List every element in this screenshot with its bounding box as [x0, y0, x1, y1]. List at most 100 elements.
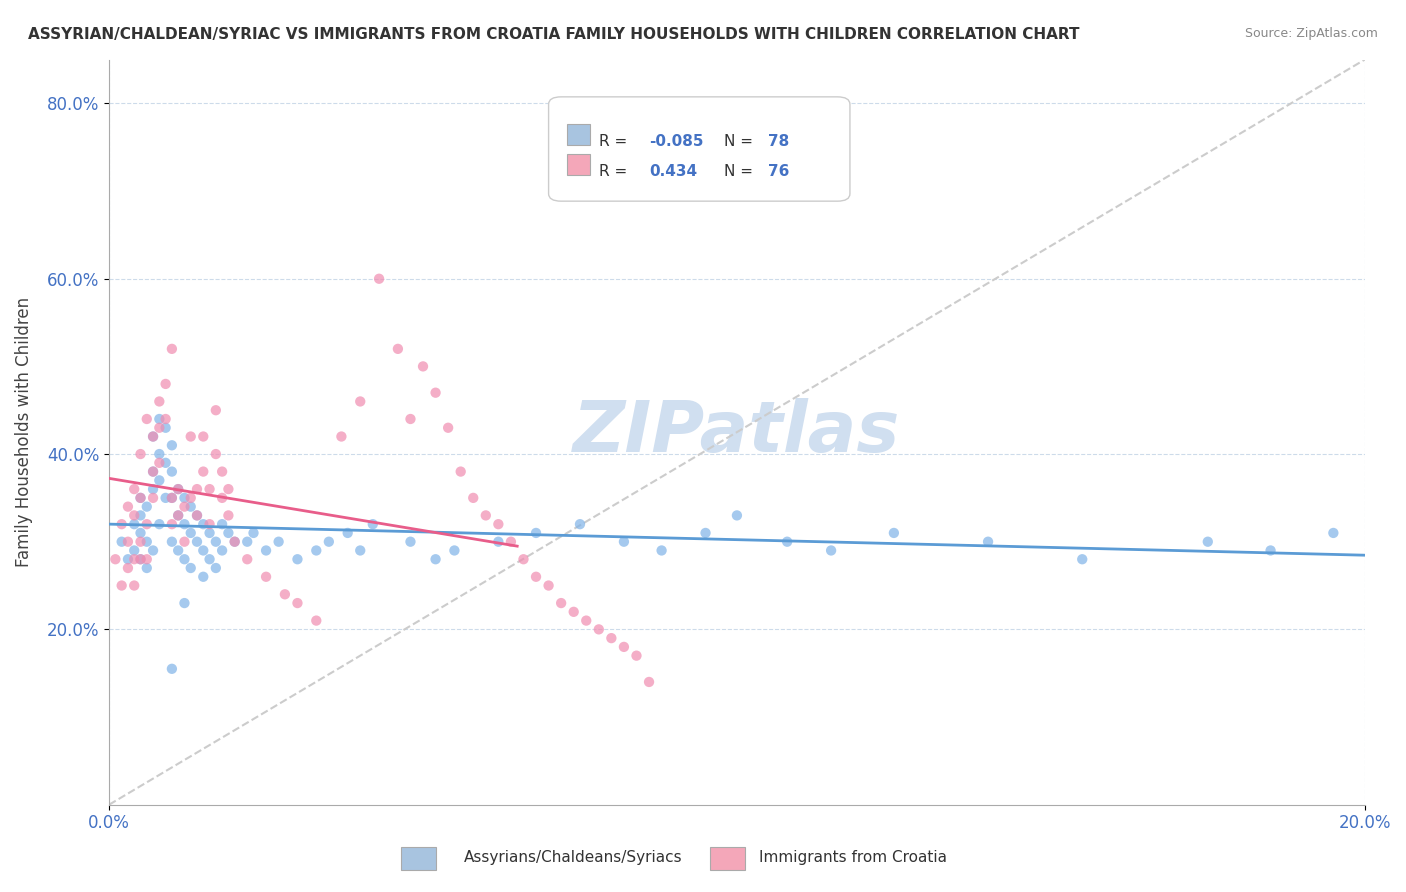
Text: Source: ZipAtlas.com: Source: ZipAtlas.com	[1244, 27, 1378, 40]
Point	[211, 465, 233, 479]
Point	[142, 491, 165, 505]
Point	[883, 525, 905, 540]
Point	[129, 534, 152, 549]
Point	[167, 482, 190, 496]
Point	[135, 552, 157, 566]
Point	[198, 482, 221, 496]
Point	[267, 534, 290, 549]
Point	[148, 456, 170, 470]
Point	[129, 491, 152, 505]
Point	[193, 543, 215, 558]
Text: Immigrants from Croatia: Immigrants from Croatia	[759, 850, 948, 865]
Y-axis label: Family Households with Children: Family Households with Children	[15, 297, 32, 567]
Point	[180, 561, 202, 575]
Point	[537, 578, 560, 592]
Point	[122, 482, 145, 496]
Point	[562, 605, 585, 619]
Point	[129, 491, 152, 505]
Point	[387, 342, 409, 356]
Point	[117, 561, 139, 575]
Point	[167, 543, 190, 558]
Point	[193, 465, 215, 479]
Point	[167, 482, 190, 496]
Point	[205, 561, 228, 575]
Point	[148, 412, 170, 426]
Point	[569, 517, 592, 532]
Point	[198, 517, 221, 532]
FancyBboxPatch shape	[710, 847, 745, 870]
Point	[437, 421, 460, 435]
Point	[155, 456, 177, 470]
Point	[142, 429, 165, 443]
Point	[180, 491, 202, 505]
Point	[122, 578, 145, 592]
Point	[205, 403, 228, 417]
Point	[111, 517, 134, 532]
Point	[550, 596, 572, 610]
Point	[236, 552, 259, 566]
Point	[349, 543, 371, 558]
Point	[425, 552, 447, 566]
Point	[180, 525, 202, 540]
Text: ASSYRIAN/CHALDEAN/SYRIAC VS IMMIGRANTS FROM CROATIA FAMILY HOUSEHOLDS WITH CHILD: ASSYRIAN/CHALDEAN/SYRIAC VS IMMIGRANTS F…	[28, 27, 1080, 42]
Point	[186, 508, 208, 523]
Text: 78: 78	[768, 134, 790, 149]
Point	[135, 500, 157, 514]
Point	[211, 517, 233, 532]
Point	[287, 596, 309, 610]
Point	[155, 491, 177, 505]
Text: R =: R =	[599, 164, 631, 179]
Point	[148, 517, 170, 532]
Point	[198, 525, 221, 540]
Point	[129, 552, 152, 566]
Point	[588, 623, 610, 637]
Point	[111, 578, 134, 592]
Point	[117, 552, 139, 566]
Point	[173, 534, 195, 549]
Point	[160, 491, 183, 505]
Point	[211, 543, 233, 558]
Text: Assyrians/Chaldeans/Syriacs: Assyrians/Chaldeans/Syriacs	[464, 850, 682, 865]
Point	[186, 534, 208, 549]
Point	[148, 421, 170, 435]
Point	[613, 640, 636, 654]
Point	[186, 508, 208, 523]
FancyBboxPatch shape	[401, 847, 436, 870]
Point	[1071, 552, 1094, 566]
Point	[104, 552, 127, 566]
Point	[463, 491, 485, 505]
FancyBboxPatch shape	[548, 97, 851, 202]
Point	[254, 543, 277, 558]
Point	[155, 376, 177, 391]
Point	[167, 508, 190, 523]
Point	[305, 614, 328, 628]
Point	[475, 508, 498, 523]
Point	[155, 421, 177, 435]
Text: -0.085: -0.085	[650, 134, 703, 149]
Point	[180, 500, 202, 514]
Point	[695, 525, 717, 540]
Point	[122, 543, 145, 558]
Point	[399, 534, 422, 549]
Point	[330, 429, 353, 443]
Point	[638, 675, 661, 690]
Point	[111, 534, 134, 549]
Point	[305, 543, 328, 558]
Point	[242, 525, 264, 540]
Point	[600, 631, 623, 645]
Point	[160, 342, 183, 356]
FancyBboxPatch shape	[568, 154, 591, 175]
Text: ZIPatlas: ZIPatlas	[574, 398, 901, 467]
Point	[160, 534, 183, 549]
Point	[167, 508, 190, 523]
Point	[160, 491, 183, 505]
Point	[135, 534, 157, 549]
Point	[135, 412, 157, 426]
Point	[217, 508, 239, 523]
Point	[211, 491, 233, 505]
Point	[148, 447, 170, 461]
Point	[274, 587, 297, 601]
Text: 0.434: 0.434	[650, 164, 697, 179]
Point	[524, 525, 547, 540]
Point	[142, 429, 165, 443]
